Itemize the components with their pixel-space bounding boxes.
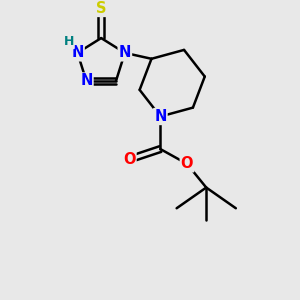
Text: S: S xyxy=(96,1,106,16)
Text: O: O xyxy=(123,152,136,167)
Text: N: N xyxy=(80,74,93,88)
Text: H: H xyxy=(63,35,74,48)
Text: O: O xyxy=(181,156,193,171)
Text: N: N xyxy=(119,45,131,60)
Text: N: N xyxy=(154,109,167,124)
Text: N: N xyxy=(71,45,84,60)
